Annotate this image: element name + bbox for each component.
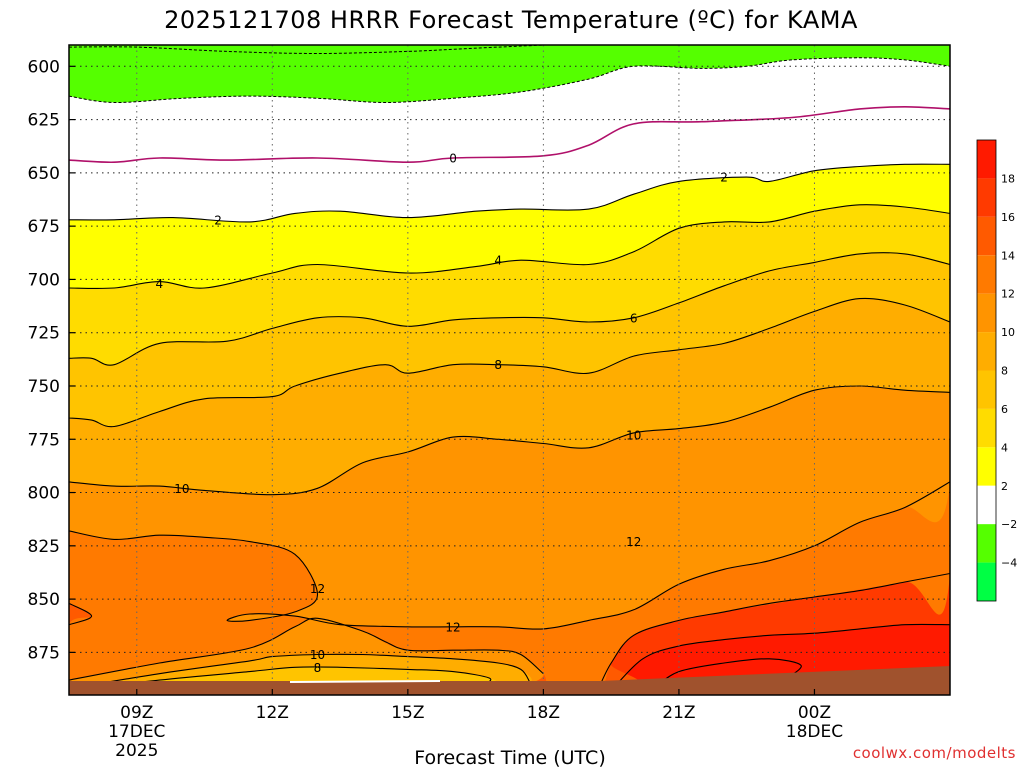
colorbar-swatch — [977, 178, 996, 217]
contour-label: 10 — [626, 429, 641, 443]
colorbar-swatch — [977, 562, 996, 601]
x-tick-year: 2025 — [115, 741, 158, 761]
contour-label: 10 — [174, 482, 189, 496]
isotherm-0-0 — [69, 105, 950, 164]
colorbar-swatch — [977, 332, 996, 371]
contour-label: 10 — [310, 648, 325, 662]
colorbar-label: 6 — [1001, 403, 1008, 416]
contour-label: 4 — [156, 277, 164, 291]
colorbar-label: 8 — [1001, 365, 1008, 378]
colorbar-swatch — [977, 408, 996, 448]
contour-label: 12 — [445, 620, 460, 634]
x-axis-label: Forecast Time (UTC) — [414, 747, 605, 768]
x-tick-label: 15Z — [391, 703, 424, 723]
chart-title: 2025121708 HRRR Forecast Temperature (ºC… — [164, 6, 858, 34]
ground — [69, 681, 950, 695]
colorbar-swatch — [977, 447, 996, 486]
y-tick-label: 650 — [28, 164, 60, 184]
isotherm-minus2 — [69, 57, 950, 104]
y-tick-label: 700 — [28, 270, 60, 290]
colorbar-label: 4 — [1001, 441, 1008, 454]
y-tick-label: 725 — [28, 324, 60, 344]
band-green — [69, 45, 950, 103]
colorbar-swatch — [977, 255, 996, 294]
colorbar-swatch — [977, 524, 996, 563]
isotherm-18-13 — [655, 658, 802, 687]
colorbar-swatch — [977, 370, 996, 409]
y-tick-label: 625 — [28, 111, 60, 131]
colorbar-swatch — [977, 293, 996, 333]
y-tick-label: 675 — [28, 217, 60, 237]
colorbar-label: 12 — [1001, 288, 1015, 301]
y-tick-label: 800 — [28, 484, 60, 504]
colorbar-label: 18 — [1001, 172, 1015, 185]
x-tick-label: 21Z — [662, 703, 695, 723]
y-tick-label: 600 — [28, 57, 60, 77]
contour-label: 8 — [314, 661, 322, 675]
y-tick-label: 775 — [28, 430, 60, 450]
contour-label: 4 — [494, 254, 502, 268]
colorbar-label: 10 — [1001, 326, 1015, 339]
isotherm-8-11 — [69, 666, 492, 692]
isotherm-10-5 — [69, 385, 950, 496]
isotherm-14-8 — [69, 617, 544, 681]
colorbar-label: −4 — [1001, 557, 1017, 570]
x-tick-label: 09Z — [120, 703, 153, 723]
contour-label: 8 — [494, 358, 502, 372]
colorbar-swatch — [977, 140, 996, 179]
isotherm-2-1 — [69, 163, 950, 223]
x-tick-label: 12Z — [256, 703, 289, 723]
isotherm-6-3 — [69, 252, 950, 366]
isotherm-10-10 — [69, 653, 531, 690]
contour-label: 0 — [449, 151, 457, 165]
plot-frame — [68, 44, 951, 696]
colorbar-swatch — [977, 216, 996, 256]
colorbar-swatch — [977, 485, 996, 525]
white-ridge — [289, 680, 441, 683]
y-tick-label: 825 — [28, 537, 60, 557]
isotherm-12-6 — [69, 481, 950, 630]
isotherm-16-12 — [610, 623, 950, 692]
ground-slope — [600, 666, 950, 681]
colorbar-label: 14 — [1001, 249, 1015, 262]
isotherm-14-7 — [69, 602, 93, 626]
x-tick-date: 18DEC — [786, 722, 843, 742]
x-tick-label: 00Z — [798, 703, 831, 723]
colorbar: 18 16 14 12 10 8 6 4 2 −2 −4 — [976, 139, 1017, 602]
colorbar-frame — [976, 139, 997, 602]
credit-text: coolwx.com/modelts — [853, 744, 1016, 762]
contour-label: 2 — [720, 171, 728, 185]
contour-label: 12 — [310, 582, 325, 596]
contour-label: 2 — [214, 213, 222, 227]
x-tick-date: 17DEC — [108, 722, 165, 742]
contour-label: 6 — [630, 311, 638, 325]
colorbar-label: 16 — [1001, 211, 1015, 224]
y-tick-label: 850 — [28, 590, 60, 610]
y-tick-label: 875 — [28, 643, 60, 663]
contour-label: 12 — [626, 535, 641, 549]
colorbar-label: −2 — [1001, 518, 1017, 531]
y-tick-label: 750 — [28, 377, 60, 397]
isotherm-14-9 — [597, 572, 950, 691]
isotherm-minus4 — [69, 45, 544, 55]
x-tick-label: 18Z — [527, 703, 560, 723]
isotherm-8-4 — [69, 297, 950, 428]
colorbar-label: 2 — [1001, 480, 1008, 493]
